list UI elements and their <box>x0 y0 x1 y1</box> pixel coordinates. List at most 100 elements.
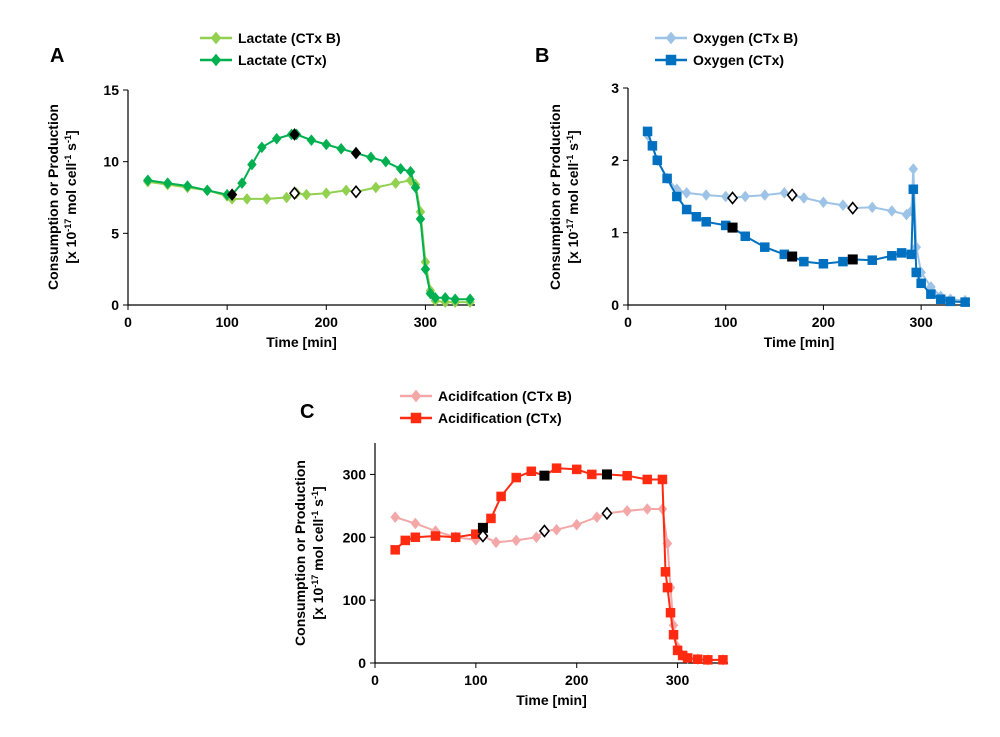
x-tick-label: 100 <box>215 314 239 330</box>
data-point <box>896 248 907 258</box>
x-axis-title: Time [min] <box>516 692 587 708</box>
data-point <box>799 256 809 267</box>
data-point <box>838 256 848 267</box>
x-tick-label: 0 <box>371 672 379 688</box>
legend-label: Lactate (CTx B) <box>238 30 341 46</box>
highlight-point-filled <box>601 469 612 480</box>
data-point <box>321 138 332 151</box>
y-tick-label: 1 <box>611 225 619 241</box>
data-point <box>202 184 213 197</box>
highlight-point-filled <box>289 128 300 141</box>
series-acidification-ctx <box>390 463 728 665</box>
data-point <box>642 503 653 515</box>
x-tick-label: 200 <box>812 314 836 330</box>
y-tick-label: 15 <box>103 82 119 98</box>
x-tick-label: 200 <box>315 314 339 330</box>
legend-entry: Acidification (CTx) <box>400 410 562 426</box>
data-point <box>336 142 346 155</box>
x-tick-label: 300 <box>414 314 438 330</box>
data-point <box>395 162 406 175</box>
legend-label: Lactate (CTx) <box>238 52 327 68</box>
data-point <box>571 518 582 531</box>
x-tick-label: 100 <box>464 672 488 688</box>
x-tick-label: 100 <box>714 314 738 330</box>
legend-entry: Lactate (CTx) <box>200 52 327 68</box>
x-axis-title: Time [min] <box>266 334 337 350</box>
data-point <box>162 177 173 190</box>
data-point <box>740 231 751 242</box>
data-point <box>906 249 917 260</box>
data-point <box>887 205 897 217</box>
data-point <box>911 267 922 278</box>
legend-entry: Lactate (CTx B) <box>200 30 341 46</box>
x-tick-label: 300 <box>666 672 690 688</box>
y-tick-label: 300 <box>343 466 367 482</box>
data-point <box>647 141 658 151</box>
data-point <box>371 181 381 194</box>
data-point <box>691 212 702 222</box>
data-point <box>486 513 496 524</box>
data-point <box>511 472 521 483</box>
data-point <box>366 151 376 164</box>
data-point <box>390 177 401 190</box>
x-tick-label: 300 <box>909 314 933 330</box>
data-point <box>668 629 679 640</box>
data-point <box>410 181 421 194</box>
data-point <box>926 289 936 299</box>
data-point <box>551 523 562 536</box>
data-point <box>681 186 692 199</box>
data-point <box>701 217 711 227</box>
data-point <box>390 545 400 555</box>
data-point <box>701 189 711 201</box>
data-point <box>405 165 416 178</box>
data-point <box>682 653 693 663</box>
data-point <box>799 192 809 204</box>
y-tick-label: 3 <box>611 80 619 96</box>
legend-label: Acidification (CTx) <box>438 410 562 426</box>
y-axis-title-line2: [x 10-17 mol cell-1 s-1] <box>565 130 581 263</box>
highlight-point-open <box>477 529 489 543</box>
chart-panel-c: C 0 100 200 300 0 100 200 300 Time [min] Consumpti… <box>292 388 728 708</box>
series-acidifcation-ctx-b <box>390 503 728 666</box>
legend-entry: Oxygen (CTx) <box>655 52 784 68</box>
y-tick-label: 100 <box>343 592 367 608</box>
data-point <box>657 474 668 485</box>
data-point <box>430 291 441 304</box>
data-point <box>718 655 728 665</box>
data-point <box>410 532 421 543</box>
data-point <box>182 180 193 192</box>
data-point <box>237 177 247 190</box>
y-tick-label: 10 <box>103 154 119 170</box>
data-point <box>760 242 770 252</box>
data-point <box>531 531 542 544</box>
series-oxygen-ctx <box>642 126 970 307</box>
data-point <box>818 259 829 269</box>
highlight-point-filled <box>350 146 362 160</box>
highlight-point-open <box>847 201 859 215</box>
legend-label: Oxygen (CTx B) <box>693 30 798 46</box>
data-point <box>301 188 312 201</box>
legend-marker <box>210 31 222 45</box>
y-axis-title: Consumption or Production [x 10-17 mol ce… <box>45 104 79 290</box>
data-point <box>450 293 460 306</box>
data-point <box>587 469 597 480</box>
data-point <box>838 199 848 212</box>
data-point <box>720 190 731 203</box>
data-point <box>960 297 970 307</box>
legend-marker <box>410 389 422 403</box>
series-lactate-ctx <box>143 128 475 306</box>
data-point <box>465 293 475 306</box>
y-tick-label: 5 <box>111 225 119 241</box>
data-point <box>740 190 751 203</box>
data-point <box>703 655 713 665</box>
highlight-point-open <box>538 524 550 538</box>
data-point <box>242 193 252 205</box>
chart-panel-a: A 0 100 200 300 0 5 10 15 Time [min] Consumption o… <box>45 30 475 350</box>
data-point <box>390 511 400 524</box>
y-axis-title: Consumption or Production [x 10-17 mol ce… <box>292 460 326 646</box>
data-point <box>622 470 632 481</box>
highlight-point-open <box>727 191 739 205</box>
panel-label: B <box>535 45 549 67</box>
data-point <box>759 189 770 201</box>
y-axis-title-line1: Consumption or Production <box>547 104 563 290</box>
